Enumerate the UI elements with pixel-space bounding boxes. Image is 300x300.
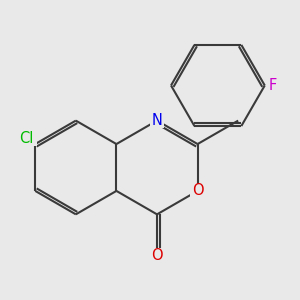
Text: N: N	[152, 113, 162, 128]
Bar	[150, 113, 164, 128]
Text: Cl: Cl	[19, 131, 33, 146]
Text: O: O	[151, 248, 163, 262]
Bar	[267, 79, 278, 92]
Text: O: O	[192, 183, 203, 198]
Bar	[16, 132, 37, 146]
Bar	[190, 184, 205, 198]
Bar	[150, 248, 164, 262]
Text: F: F	[268, 78, 277, 93]
